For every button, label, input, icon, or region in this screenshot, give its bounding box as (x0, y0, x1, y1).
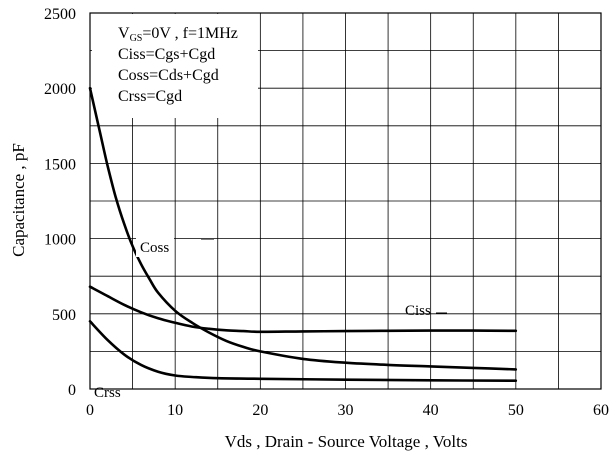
legend-line-conditions: VGS=0V , f=1MHz (118, 25, 238, 44)
x-tick-label: 30 (338, 402, 354, 419)
y-tick-label: 2000 (44, 81, 76, 98)
legend-vgs-subscript: GS (130, 33, 143, 44)
legend-line-coss: Coss=Cds+Cgd (118, 67, 219, 84)
y-tick-label: 500 (52, 307, 76, 324)
series-layer (88, 86, 518, 382)
y-tick-label: 2500 (44, 6, 76, 23)
tick-label-layer: 0 10 20 30 40 50 60 0 500 1000 1500 2000 2500 (44, 6, 609, 419)
plot-border (89, 12, 602, 390)
legend-line-crss: Crss=Cgd (118, 88, 182, 105)
y-tick-label: 1000 (44, 232, 76, 249)
legend-vgs-rest: =0V , f=1MHz (142, 25, 238, 42)
x-tick-label: 20 (252, 402, 268, 419)
legend-box: VGS=0V , f=1MHz Ciss=Cgs+Cgd Coss=Cds+Cg… (92, 14, 258, 118)
plot-frame (89, 12, 602, 390)
grid-layer (90, 13, 601, 389)
series-label-ciss: Ciss (405, 303, 431, 319)
x-tick-label: 0 (86, 402, 94, 419)
y-axis-title: Capacitance , pF (9, 143, 28, 257)
series-line-ciss (88, 285, 518, 334)
x-tick-label: 50 (508, 402, 524, 419)
y-tick-label: 0 (68, 382, 76, 399)
y-tick-label: 1500 (44, 156, 76, 173)
x-tick-label: 10 (167, 402, 183, 419)
series-label-crss: Crss (94, 385, 121, 401)
series-line-crss (88, 320, 518, 382)
series-label-layer: Coss Ciss Crss (94, 240, 431, 401)
series-label-coss: Coss (140, 240, 169, 256)
legend-vgs-prefix: V (118, 25, 130, 42)
x-tick-label: 40 (423, 402, 439, 419)
x-axis-title: Vds , Drain - Source Voltage , Volts (225, 432, 468, 451)
coss-label-gap (136, 236, 174, 257)
series-line-coss (88, 86, 518, 371)
legend-line-ciss: Ciss=Cgs+Cgd (118, 46, 215, 63)
x-tick-label: 60 (593, 402, 609, 419)
legend-background (92, 14, 258, 118)
